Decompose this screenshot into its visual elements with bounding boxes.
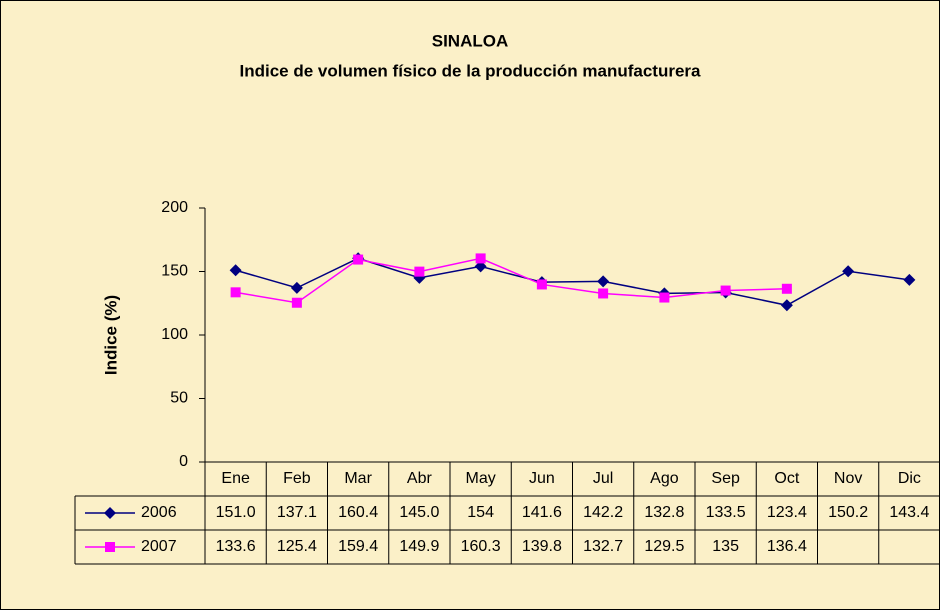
marker [781,283,792,294]
table-value: 125.4 [277,538,317,555]
table-value: 129.5 [644,538,684,555]
table-value: 132.8 [644,504,684,521]
marker [598,288,609,299]
marker [903,273,916,286]
marker [720,285,731,296]
marker [474,260,487,273]
x-tick-label: Abr [407,470,433,487]
y-tick-label: 50 [170,390,188,407]
table-value: 159.4 [338,538,378,555]
y-tick-label: 100 [161,326,188,343]
marker [780,299,793,312]
y-tick-label: 0 [179,453,188,470]
table-value: 123.4 [767,504,807,521]
marker [290,281,303,294]
marker [659,292,670,303]
table-value: 135 [712,538,739,555]
marker [353,254,364,265]
table-value: 154 [467,504,494,521]
x-tick-label: Sep [711,470,740,487]
table-value: 143.4 [889,504,929,521]
marker [536,279,547,290]
table-value: 137.1 [277,504,317,521]
marker [597,275,610,288]
marker [475,253,486,264]
y-tick-label: 200 [161,199,188,216]
y-axis-label: Indice (%) [101,295,120,375]
legend-label: 2006 [141,504,177,521]
marker [291,297,302,308]
x-tick-label: Dic [898,470,921,487]
table-value: 160.3 [461,538,501,555]
legend-marker [105,542,115,552]
table-value: 150.2 [828,504,868,521]
y-tick-label: 150 [161,263,188,280]
chart-title: SINALOA [432,31,509,50]
marker [229,264,242,277]
table-value: 133.5 [706,504,746,521]
marker [842,265,855,278]
x-tick-label: Jul [593,470,613,487]
x-tick-label: Oct [774,470,799,487]
x-tick-label: Jun [529,470,555,487]
table-value: 141.6 [522,504,562,521]
marker [230,287,241,298]
legend-label: 2007 [141,538,177,555]
series-line [235,257,910,307]
table-value: 145.0 [399,504,439,521]
table-value: 149.9 [399,538,439,555]
x-tick-label: Ago [650,470,679,487]
x-tick-label: Nov [834,470,862,487]
table-value: 132.7 [583,538,623,555]
x-tick-label: Mar [344,470,372,487]
table-value: 142.2 [583,504,623,521]
legend-marker [104,507,116,519]
chart-subtitle: Indice de volumen físico de la producció… [240,61,702,80]
table-value: 151.0 [216,504,256,521]
x-tick-label: Feb [283,470,311,487]
table-value: 136.4 [767,538,807,555]
x-tick-label: Ene [221,470,250,487]
series-line [235,257,787,304]
marker [414,266,425,277]
table-value: 139.8 [522,538,562,555]
x-tick-label: May [466,470,496,487]
table-value: 160.4 [338,504,378,521]
table-value: 133.6 [216,538,256,555]
